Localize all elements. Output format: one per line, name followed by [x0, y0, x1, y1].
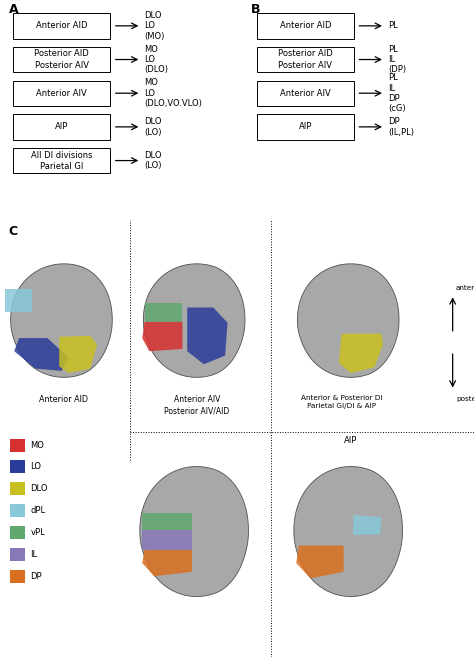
- Polygon shape: [14, 338, 69, 371]
- Polygon shape: [339, 334, 383, 373]
- Text: IL: IL: [30, 550, 37, 559]
- Polygon shape: [142, 513, 192, 530]
- Text: Posterior AID
Posterior AIV: Posterior AID Posterior AIV: [35, 49, 89, 70]
- Polygon shape: [59, 336, 97, 373]
- Polygon shape: [145, 303, 182, 322]
- Bar: [257, 13, 354, 39]
- Text: posterior: posterior: [456, 396, 474, 401]
- Text: PL
IL
(DP): PL IL (DP): [388, 45, 406, 74]
- Bar: [10, 504, 25, 517]
- Text: Anterior AIV: Anterior AIV: [36, 89, 87, 98]
- Text: A: A: [9, 3, 18, 16]
- Text: DLO
LO
(MO): DLO LO (MO): [145, 11, 165, 41]
- Text: dPL: dPL: [30, 506, 46, 515]
- PathPatch shape: [140, 466, 248, 597]
- Text: DP
(IL,PL): DP (IL,PL): [388, 117, 414, 137]
- Polygon shape: [296, 545, 344, 578]
- Text: Anterior & Posterior DI
Parietal GI/DI & AIP: Anterior & Posterior DI Parietal GI/DI &…: [301, 396, 382, 409]
- Text: anterior: anterior: [456, 285, 474, 291]
- Text: MO: MO: [30, 441, 44, 449]
- Text: PL
IL
DP
(cG): PL IL DP (cG): [388, 73, 406, 113]
- Polygon shape: [142, 550, 192, 576]
- Bar: [10, 482, 25, 495]
- Text: DLO: DLO: [30, 484, 48, 493]
- Bar: [257, 81, 354, 106]
- Bar: [10, 439, 25, 451]
- Text: Anterior AIV: Anterior AIV: [280, 89, 331, 98]
- Text: MO
LO
(DLO): MO LO (DLO): [145, 45, 169, 74]
- Text: DLO
(LO): DLO (LO): [145, 117, 162, 137]
- PathPatch shape: [298, 264, 399, 377]
- Bar: [257, 47, 354, 72]
- Text: C: C: [9, 225, 18, 238]
- Text: AIP: AIP: [55, 122, 69, 131]
- Bar: [13, 13, 110, 39]
- Polygon shape: [142, 530, 192, 550]
- Text: vPL: vPL: [30, 528, 45, 537]
- Bar: [10, 461, 25, 474]
- Bar: [13, 148, 110, 173]
- Text: B: B: [251, 3, 261, 16]
- Bar: [13, 114, 110, 139]
- Text: Posterior AID
Posterior AIV: Posterior AID Posterior AIV: [278, 49, 333, 70]
- Text: All DI divisions
Parietal GI: All DI divisions Parietal GI: [31, 150, 92, 171]
- Bar: [10, 570, 25, 583]
- Text: DP: DP: [30, 572, 42, 581]
- Text: Anterior AIV
Posterior AIV/AID: Anterior AIV Posterior AIV/AID: [164, 396, 229, 415]
- Text: MO
LO
(DLO,VO.VLO): MO LO (DLO,VO.VLO): [145, 78, 202, 108]
- Text: Anterior AID: Anterior AID: [36, 22, 88, 30]
- Polygon shape: [353, 515, 382, 535]
- Bar: [10, 526, 25, 539]
- PathPatch shape: [11, 264, 112, 377]
- PathPatch shape: [294, 466, 402, 597]
- Bar: [257, 114, 354, 139]
- Text: LO: LO: [30, 463, 41, 472]
- Polygon shape: [187, 307, 228, 364]
- Bar: [10, 548, 25, 561]
- Text: AIP: AIP: [344, 436, 357, 445]
- Text: DLO
(LO): DLO (LO): [145, 151, 162, 170]
- Polygon shape: [142, 322, 182, 351]
- Bar: [13, 47, 110, 72]
- Bar: [5, 289, 32, 312]
- Text: PL: PL: [388, 22, 398, 30]
- Text: AIP: AIP: [299, 122, 312, 131]
- PathPatch shape: [144, 264, 245, 377]
- Text: Anterior AID: Anterior AID: [39, 396, 89, 404]
- Bar: [13, 81, 110, 106]
- Text: Anterior AID: Anterior AID: [280, 22, 331, 30]
